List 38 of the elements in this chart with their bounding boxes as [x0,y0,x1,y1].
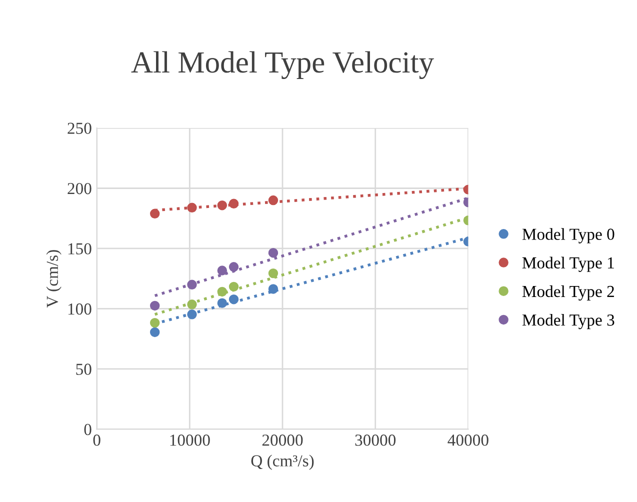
y-tick-label: 100 [68,303,92,315]
point [187,300,197,310]
point [150,327,160,338]
point [268,195,278,206]
legend-label: Model Type 2 [522,285,614,301]
point [268,268,278,278]
x-axis-title: Q (cm³/s) [251,454,314,470]
point [228,282,239,292]
chart-title: All Model Type Velocity [131,51,434,80]
point [150,300,160,311]
y-tick-label: 200 [68,182,92,194]
point [150,318,160,328]
legend-label: Model Type 1 [522,256,614,272]
point [187,310,197,320]
y-tick-label: 150 [68,243,92,254]
point [228,294,239,304]
point [268,248,278,258]
point [217,200,228,210]
x-tick-label: 10000 [170,434,210,446]
point [217,266,228,276]
legend-label: Model Type 0 [522,228,614,244]
point [187,280,197,290]
x-tick-label: 0 [93,434,100,446]
y-tick-label: 50 [76,364,92,375]
point [217,286,228,297]
legend-label: Model Type 3 [522,314,614,330]
point [228,198,239,209]
y-tick-label: 250 [68,122,92,134]
point [150,208,160,219]
y-axis-title: V (cm/s) [46,250,62,308]
x-tick-label: 20000 [262,434,303,446]
y-tick-label: 0 [84,424,92,436]
x-tick-label: 40000 [448,434,488,446]
point [187,202,197,213]
x-tick-label: 30000 [355,434,396,446]
point [217,298,228,308]
point [268,284,278,294]
point [228,262,239,272]
